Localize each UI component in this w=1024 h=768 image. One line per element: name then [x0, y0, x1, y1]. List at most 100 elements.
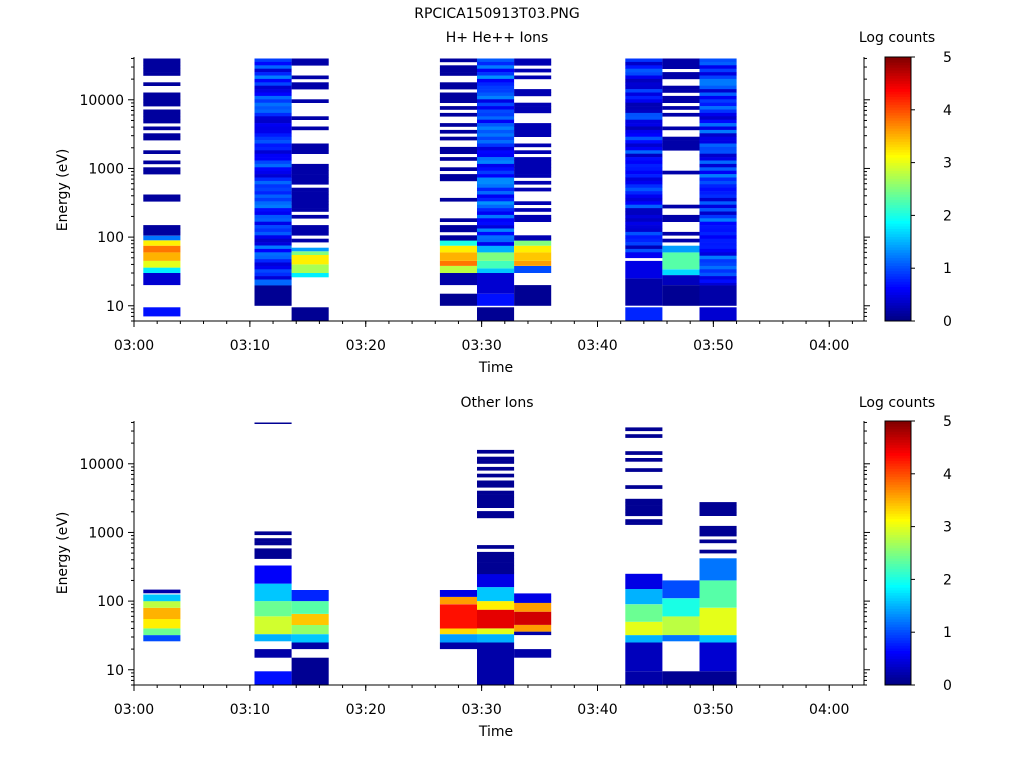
- heatmap-cell: [514, 150, 552, 154]
- colorbar-segment: [885, 199, 911, 203]
- heatmap-cell: [254, 422, 292, 424]
- colorbar-segment: [885, 505, 911, 509]
- heatmap-cell: [477, 466, 515, 471]
- heatmap-cell: [254, 208, 292, 212]
- heatmap-cell: [477, 146, 515, 151]
- heatmap-cell: [625, 255, 663, 259]
- heatmap-cell: [477, 628, 515, 635]
- heatmap-cell: [477, 82, 515, 86]
- heatmap-cell: [143, 136, 181, 141]
- heatmap-cell: [291, 180, 329, 185]
- heatmap-cell: [254, 65, 292, 69]
- heatmap-cell: [477, 211, 515, 216]
- colorbar-segment: [885, 289, 911, 293]
- heatmap-cell: [291, 264, 329, 273]
- heatmap-cell: [143, 589, 181, 594]
- colorbar-tick-label: 4: [943, 103, 952, 119]
- heatmap-cell: [699, 558, 737, 581]
- heatmap-cell: [143, 167, 181, 171]
- heatmap-cell: [254, 68, 292, 73]
- heatmap-cell: [477, 184, 515, 188]
- heatmap-cell: [625, 278, 663, 306]
- heatmap-cell: [699, 529, 737, 533]
- heatmap-cell: [625, 163, 663, 168]
- heatmap-cell: [699, 163, 737, 168]
- colorbar-segment: [885, 653, 911, 657]
- panel-title-h-he: H+ He++ Ions: [446, 30, 549, 46]
- heatmap-cell: [143, 240, 181, 246]
- y-tick-label: 10: [106, 663, 124, 679]
- heatmap-cell: [477, 177, 515, 182]
- heatmap-cell: [514, 187, 552, 192]
- heatmap-cell: [625, 167, 663, 171]
- heatmap-cell: [477, 214, 515, 219]
- heatmap-cell: [291, 231, 329, 236]
- colorbar-segment: [885, 67, 911, 71]
- heatmap-cell: [625, 143, 663, 148]
- colorbar-segment: [885, 516, 911, 520]
- colorbar: 0 1 2 3 4 5: [884, 414, 952, 694]
- heatmap-cell: [625, 187, 663, 192]
- heatmap-cell: [477, 75, 515, 80]
- colorbar-segment: [885, 465, 911, 469]
- colorbar-segment: [885, 658, 911, 662]
- heatmap-cell: [143, 126, 181, 131]
- heatmap-cell: [439, 634, 477, 643]
- colorbar-segment: [885, 666, 911, 670]
- heatmap-cell: [699, 177, 737, 182]
- colorbar-segment: [885, 220, 911, 224]
- colorbar-segment: [885, 255, 911, 259]
- heatmap-cell: [625, 133, 663, 137]
- heatmap-cell: [514, 126, 552, 131]
- heatmap-cell: [699, 61, 737, 66]
- heatmap-cell: [291, 177, 329, 182]
- heatmap-cell: [439, 82, 477, 86]
- colorbar-segment: [885, 78, 911, 82]
- heatmap-cell: [254, 102, 292, 107]
- colorbar-segment: [885, 313, 911, 317]
- x-tick-label: 03:10: [230, 338, 270, 354]
- heatmap-cell: [699, 607, 737, 636]
- heatmap-cell: [254, 170, 292, 175]
- heatmap-cell: [699, 214, 737, 219]
- heatmap-cell: [699, 170, 737, 175]
- heatmap-cell: [143, 635, 181, 642]
- figure-title: RPCICA150913T03.PNG: [414, 6, 579, 22]
- heatmap-cell: [477, 92, 515, 97]
- heatmap-cell: [477, 504, 515, 508]
- heatmap-cell: [662, 95, 700, 100]
- colorbar-segment: [885, 428, 911, 432]
- colorbar-segment: [885, 463, 911, 467]
- heatmap-cell: [477, 191, 515, 195]
- heatmap-cell: [699, 242, 737, 246]
- colorbar-segment: [885, 547, 911, 551]
- colorbar-frame: [884, 56, 912, 322]
- heatmap-cell: [143, 245, 181, 253]
- heatmap-cell: [514, 157, 552, 161]
- heatmap-cell: [699, 539, 737, 544]
- heatmap-cell: [699, 95, 737, 100]
- colorbar-segment: [885, 513, 911, 517]
- heatmap-cell: [699, 512, 737, 516]
- heatmap-cell: [291, 238, 329, 243]
- heatmap-cell: [439, 197, 477, 202]
- heatmap-cell: [514, 109, 552, 114]
- heatmap-cell: [143, 618, 181, 629]
- heatmap-cell: [143, 82, 181, 86]
- heatmap-cell: [625, 231, 663, 236]
- heatmap-cell: [699, 191, 737, 195]
- heatmap-cell: [699, 580, 737, 608]
- heatmap-cell: [625, 191, 663, 195]
- heatmap-cell: [625, 225, 663, 229]
- heatmap-cell: [625, 95, 663, 100]
- heatmap-cell: [625, 221, 663, 226]
- heatmap-cell: [291, 99, 329, 103]
- heatmap-cell: [514, 170, 552, 175]
- heatmap-cell: [143, 58, 181, 63]
- heatmap-cell: [625, 126, 663, 131]
- heatmap-cell: [254, 99, 292, 103]
- heatmap-cell: [662, 275, 700, 286]
- heatmap-cell: [477, 231, 515, 236]
- heatmap-cell: [143, 273, 181, 286]
- colorbar-segment: [885, 526, 911, 530]
